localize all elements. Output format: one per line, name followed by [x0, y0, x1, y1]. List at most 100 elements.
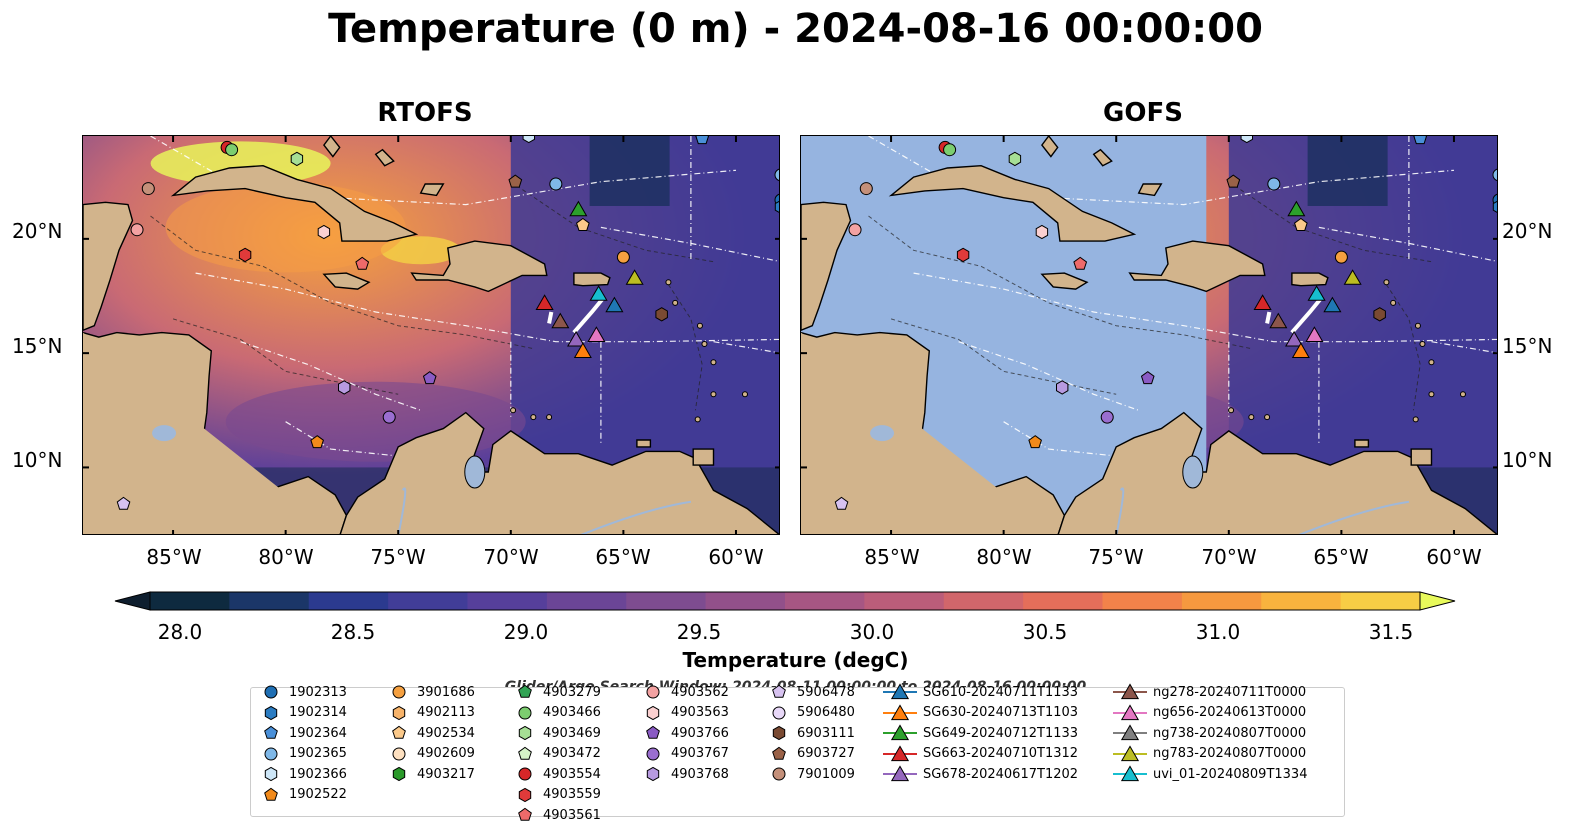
- eez-boundary-line: [240, 341, 421, 411]
- land-bahamas2: [374, 148, 395, 167]
- legend-marker-icon: [890, 683, 910, 700]
- legend-label: 4903766: [671, 725, 729, 741]
- legend-label: 6903111: [797, 725, 855, 741]
- legend-label: 5906480: [797, 705, 855, 720]
- legend-entry-1902522: 1902522: [259, 785, 347, 805]
- glider-ng656: [1305, 326, 1324, 342]
- legend-label: SG649-20240712T1133: [923, 725, 1079, 741]
- land-bahamas3: [1137, 183, 1163, 197]
- legend-entry-6903111: 6903111: [767, 723, 855, 743]
- argo-float-6903727: [508, 174, 523, 188]
- legend-label: 4903554: [543, 766, 601, 782]
- legend-entry-SG630-20240713T1103: SG630-20240713T1103: [883, 703, 1078, 723]
- legend-entry-ng738-20240807T0000: ng738-20240807T0000: [1113, 723, 1306, 743]
- legend-entry-ng278-20240711T0000: ng278-20240711T0000: [1113, 682, 1306, 702]
- legend-entry-4903563: 4903563: [641, 703, 729, 723]
- argo-float-4903559: [238, 247, 252, 263]
- argo-float-4902534: [576, 217, 590, 231]
- lake-maracaibo: [1182, 455, 1204, 489]
- legend-label: 1902365: [289, 746, 347, 761]
- land-margarita: [1354, 439, 1370, 448]
- glider-ng656: [587, 326, 606, 342]
- legend-marker-icon: [518, 725, 532, 741]
- colorbar-tick-label: 29.0: [503, 620, 549, 644]
- legend-label: 1902314: [289, 705, 347, 720]
- land-jamaica: [1040, 272, 1089, 290]
- legend-label: SG663-20240710T1312: [923, 746, 1079, 761]
- argo-float-7901009: [141, 182, 155, 196]
- legend-entry-4903768: 4903768: [641, 764, 729, 784]
- legend-label: 4902534: [417, 725, 475, 741]
- legend-entry-6903727: 6903727: [767, 744, 855, 764]
- argo-float-5906478: [834, 496, 849, 510]
- legend-label: 4903217: [417, 766, 475, 782]
- colorbar-tick-label: 29.5: [676, 620, 722, 644]
- argo-float-5906478: [116, 496, 131, 510]
- legend-entry-4903559: 4903559: [513, 785, 601, 805]
- legend-label: SG630-20240713T1103: [923, 705, 1079, 720]
- argo-float-1902366: [522, 136, 535, 144]
- legend-marker-icon: [264, 787, 278, 801]
- argo-float-1902365b: [1492, 168, 1497, 182]
- argo-float-1902314: [1492, 200, 1497, 213]
- argo-float-3901686: [1334, 250, 1348, 264]
- legend-marker-icon: [264, 725, 278, 739]
- glider-SG649: [569, 200, 588, 217]
- legend-entry-uvi_01-20240809T1334: uvi_01-20240809T1334: [1113, 764, 1307, 784]
- glider-SG649: [1287, 200, 1306, 217]
- argo-float-3901686: [616, 250, 630, 264]
- legend-label: 1902364: [289, 725, 347, 741]
- eez-boundary-line: [285, 421, 444, 462]
- legend-marker-icon: [646, 705, 660, 720]
- argo-float-4903469: [1008, 151, 1022, 167]
- legend-marker-icon: [518, 787, 532, 802]
- legend-label: ng783-20240807T0000: [1153, 746, 1307, 761]
- lon-label-75w-right: 75°W: [1088, 545, 1144, 569]
- legend-entry-4903561: 4903561: [513, 805, 601, 825]
- argo-float-6903111: [655, 307, 668, 322]
- land-puertoRico: [573, 272, 611, 287]
- lon-label-75w-left: 75°W: [370, 545, 426, 569]
- land-bahamas1: [323, 136, 341, 158]
- colorbar-segment: [626, 592, 707, 610]
- legend-entry-1902364: 1902364: [259, 723, 347, 743]
- legend-entry-3901686: 3901686: [387, 682, 475, 702]
- lat-label-20n-left: 20°N: [12, 219, 63, 243]
- argo-float-1902365: [549, 177, 563, 191]
- eez-boundary-line: [958, 341, 1139, 411]
- legend-marker-icon: [518, 807, 532, 821]
- legend-label: 4903768: [671, 766, 729, 782]
- land-trinidad: [692, 448, 715, 466]
- legend-entry-5906480: 5906480: [767, 703, 855, 723]
- argo-float-4903561: [355, 256, 370, 270]
- lon-label-65w-right: 65°W: [1313, 545, 1369, 569]
- argo-float-1902522: [1028, 435, 1042, 449]
- legend-label: 4903559: [543, 787, 601, 802]
- argo-float-4903766: [422, 371, 437, 385]
- legend-label: 4903466: [543, 705, 601, 720]
- legend-label: 5906478: [797, 684, 855, 700]
- legend-label: 4903767: [671, 746, 729, 761]
- argo-float-1902522: [310, 435, 324, 449]
- colorbar-tick-label: 31.0: [1195, 620, 1241, 644]
- colorbar-tick-label: 30.5: [1022, 620, 1068, 644]
- argo-float-4902534: [1294, 217, 1308, 231]
- argo-float-4903562: [130, 223, 144, 237]
- land-trinidad: [1410, 448, 1433, 466]
- legend-entry-4902609: 4902609: [387, 744, 475, 764]
- gofs-panel-title: GOFS: [1103, 98, 1183, 128]
- argo-float-1902366: [1240, 136, 1253, 144]
- lon-label-60w-left: 60°W: [708, 545, 764, 569]
- legend-entry-4903554: 4903554: [513, 764, 601, 784]
- rtofs-map-panel: [82, 135, 780, 535]
- colorbar-segment: [1261, 592, 1342, 610]
- legend-entry-1902365: 1902365: [259, 744, 347, 764]
- legend-marker-icon: [646, 685, 660, 699]
- argo-float-6903111: [1373, 307, 1386, 322]
- legend-label: ng278-20240711T0000: [1153, 684, 1307, 700]
- argo-float-4903768: [338, 380, 351, 395]
- colorbar-segment: [229, 592, 310, 610]
- lat-label-20n-right: 20°N: [1502, 219, 1553, 243]
- legend-marker-icon: [772, 725, 786, 741]
- colorbar-segment: [150, 592, 230, 610]
